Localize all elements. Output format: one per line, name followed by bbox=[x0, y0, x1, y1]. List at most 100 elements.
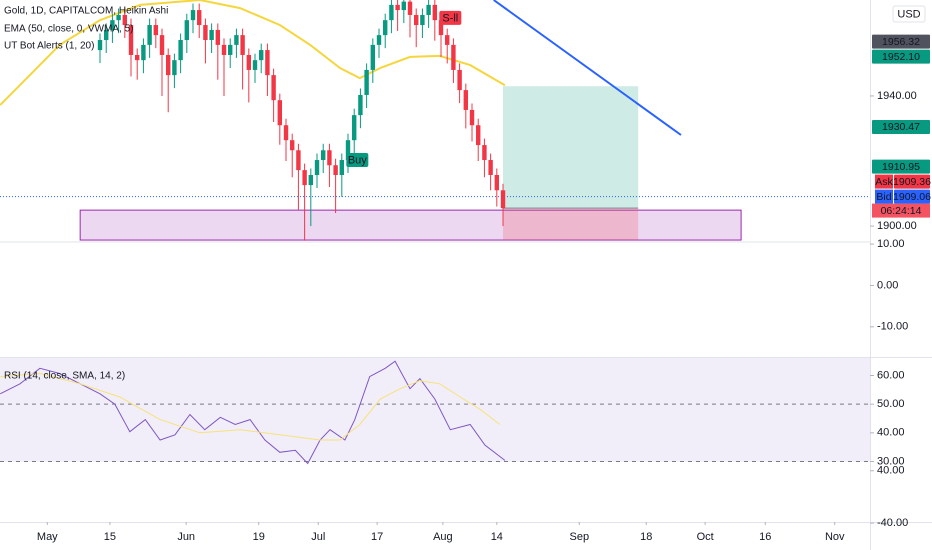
trend-line bbox=[493, 0, 682, 136]
price-pane: Buy S-ll bbox=[0, 0, 870, 241]
candle-body bbox=[153, 25, 159, 36]
position-loss bbox=[503, 208, 639, 241]
x-tick-label: Jul bbox=[311, 531, 325, 543]
candle-body bbox=[395, 4, 400, 11]
candle-body bbox=[488, 160, 493, 175]
currency-label: USD bbox=[897, 8, 920, 20]
candle-body bbox=[203, 25, 208, 41]
signal-label-box bbox=[346, 153, 369, 168]
x-tick-label: 19 bbox=[253, 531, 265, 543]
candle-body bbox=[135, 54, 140, 61]
ema-line bbox=[0, 0, 506, 106]
signal-label: Buy bbox=[348, 154, 367, 166]
candle-body bbox=[252, 60, 258, 70]
candle-body bbox=[147, 25, 152, 45]
rsi-line bbox=[0, 360, 506, 465]
candle-body bbox=[401, 1, 407, 11]
x-tick-label: Aug bbox=[433, 531, 453, 543]
candle-body bbox=[97, 40, 103, 51]
candle-body bbox=[290, 140, 295, 151]
quote-tag: Bid bbox=[876, 191, 891, 203]
candle-body bbox=[228, 44, 233, 55]
x-tick-label: Jun bbox=[177, 531, 195, 543]
y-tick-label: 50.00 bbox=[877, 398, 905, 410]
quote-tag-box bbox=[875, 174, 893, 189]
candle-body bbox=[159, 35, 165, 55]
candle-body bbox=[321, 150, 326, 161]
x-tick-label: 18 bbox=[640, 531, 652, 543]
candle-body bbox=[370, 44, 376, 70]
candle-body bbox=[420, 14, 425, 26]
x-tick-label: 14 bbox=[491, 531, 503, 543]
candle-body bbox=[339, 160, 345, 175]
y-tick-label: 40.00 bbox=[877, 427, 905, 439]
candle-body bbox=[234, 35, 239, 45]
y-tick-label: -40.00 bbox=[877, 517, 908, 529]
candle-body bbox=[277, 100, 283, 126]
candle-body bbox=[178, 40, 183, 61]
candle-body bbox=[209, 29, 214, 41]
price-badge-label: 1910.95 bbox=[882, 161, 920, 173]
candle-body bbox=[376, 35, 382, 45]
candle-body bbox=[240, 35, 245, 55]
candle-body bbox=[352, 115, 357, 141]
y-tick-label: 10.00 bbox=[877, 238, 905, 250]
candle-body bbox=[197, 10, 202, 26]
rsi-band bbox=[0, 358, 870, 462]
candle-body bbox=[432, 4, 438, 21]
symbol-title: Gold, 1D, CAPITALCOM, Heikin Ashi bbox=[4, 6, 168, 17]
candle-body bbox=[308, 174, 314, 186]
candle-body bbox=[190, 10, 196, 21]
candle-body bbox=[128, 25, 134, 55]
x-tick-label: 17 bbox=[371, 531, 383, 543]
position-profit bbox=[503, 86, 639, 209]
axes: May 15 Jun 19 Jul 17 Aug 14 Sep 18 Oct 16 Nov USD 1956… bbox=[37, 5, 931, 543]
candle-body bbox=[246, 54, 252, 70]
price-badge bbox=[872, 119, 930, 134]
candle-body bbox=[122, 14, 128, 26]
x-tick-label: Sep bbox=[569, 531, 589, 543]
candle-body bbox=[265, 50, 270, 76]
price-badge-label: 1930.47 bbox=[882, 121, 920, 133]
quote-tag-box bbox=[875, 189, 893, 204]
candle-body bbox=[116, 14, 121, 21]
ut-bot-legend: UT Bot Alerts (1, 20) bbox=[4, 41, 94, 52]
candle-body bbox=[476, 125, 481, 146]
countdown-label: 06:24:14 bbox=[881, 205, 922, 217]
candle-body bbox=[327, 150, 332, 166]
candle-body bbox=[463, 90, 469, 110]
candle-body bbox=[451, 44, 456, 70]
candle-body bbox=[184, 20, 190, 41]
price-badge bbox=[872, 34, 930, 49]
candle-body bbox=[358, 94, 363, 116]
y-tick-label: 0.00 bbox=[877, 279, 898, 291]
candle-body bbox=[438, 20, 444, 36]
y-tick-label: -10.00 bbox=[877, 321, 908, 333]
candle-body bbox=[426, 4, 431, 15]
y-tick-label: 60.00 bbox=[877, 369, 905, 381]
price-badge bbox=[872, 49, 930, 64]
candle-body bbox=[271, 75, 276, 101]
y-tick-label: 1900.00 bbox=[877, 220, 917, 232]
candle-body bbox=[500, 190, 506, 209]
candle-body bbox=[296, 150, 301, 171]
rsi-legend: RSI (14, close, SMA, 14, 2) bbox=[4, 371, 125, 382]
candle-body bbox=[482, 145, 487, 161]
candle-body bbox=[333, 165, 338, 175]
signal-label-box bbox=[439, 10, 462, 25]
y-tick-label: 30.00 bbox=[877, 455, 905, 467]
countdown-box bbox=[872, 203, 930, 218]
x-tick-label: 15 bbox=[104, 531, 116, 543]
ema-legend: EMA (50, close, 0, VWMA, 5) bbox=[4, 24, 133, 35]
price-badge-label: 1952.10 bbox=[882, 51, 920, 63]
currency-box bbox=[892, 5, 926, 23]
candle-body bbox=[283, 125, 289, 141]
rsi-pane bbox=[0, 358, 870, 465]
candle-body bbox=[414, 14, 419, 26]
x-tick-label: Oct bbox=[697, 531, 714, 543]
y-tick-label: 1940.00 bbox=[877, 90, 917, 102]
candle-body bbox=[314, 160, 320, 175]
x-tick-label: 16 bbox=[759, 531, 771, 543]
